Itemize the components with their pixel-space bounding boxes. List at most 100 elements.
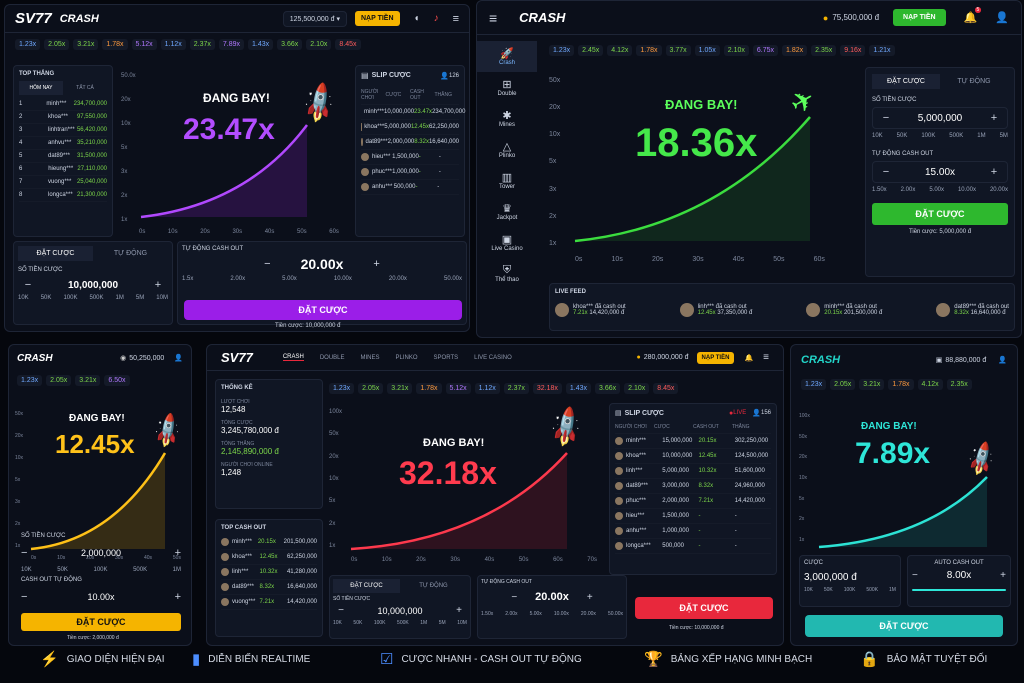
plus-button[interactable]: + (174, 547, 181, 559)
quick-amount-button[interactable]: 1M (115, 295, 124, 301)
quick-amount-button[interactable]: 100K (373, 620, 386, 626)
minus-button[interactable]: − (882, 166, 890, 178)
quick-amount-button[interactable]: 1.5x (182, 276, 194, 282)
quick-amount-button[interactable]: 1M (889, 587, 896, 593)
minus-button[interactable]: − (338, 605, 344, 616)
menu-icon[interactable]: ≡ (489, 9, 498, 26)
minus-button[interactable]: − (24, 279, 32, 291)
side-nav-item[interactable]: ♛ Jackpot (477, 196, 537, 227)
tab-all[interactable]: TẤT CẢ (76, 85, 94, 91)
quick-amount-button[interactable]: 50K (40, 295, 52, 301)
quick-amount-button[interactable]: 5M (438, 620, 446, 626)
quick-amount-button[interactable]: 50K (823, 587, 833, 593)
side-nav-item[interactable]: 🚀 Crash (477, 41, 537, 72)
deposit-button[interactable]: NẠP TIỀN (696, 351, 735, 364)
quick-amount-button[interactable]: 10M (457, 620, 467, 626)
amount-input[interactable]: 3,000,000 đ (804, 572, 857, 583)
side-nav-item[interactable]: △ Plinko (477, 134, 537, 165)
deposit-button[interactable]: NẠP TIỀN (354, 11, 400, 26)
quick-amount-button[interactable]: 10K (18, 295, 29, 301)
auto-cashout-input[interactable]: 20.00x (300, 256, 344, 272)
user-icon[interactable]: 👤 (174, 355, 183, 362)
quick-amount-button[interactable]: 100K (843, 587, 856, 593)
minus-button[interactable]: − (511, 591, 518, 603)
auto-cashout-slider[interactable] (912, 589, 1006, 591)
quick-amount-button[interactable]: 20.00x (989, 187, 1008, 193)
quick-amount-button[interactable]: 5.00x (529, 611, 542, 617)
quick-amount-button[interactable]: 1M (977, 133, 986, 139)
place-bet-button[interactable]: ĐẶT CƯỢC (635, 597, 773, 619)
quick-amount-button[interactable]: 500K (949, 133, 964, 139)
tab-bet[interactable]: ĐẶT CƯỢC (333, 579, 400, 593)
quick-amount-button[interactable]: 5.00x (929, 187, 944, 193)
quick-amount-button[interactable]: 10K (804, 587, 813, 593)
plus-button[interactable]: + (1000, 570, 1006, 581)
plus-button[interactable]: + (990, 112, 998, 124)
chevron-down-icon[interactable]: ▾ (336, 15, 340, 23)
place-bet-button[interactable]: ĐẶT CƯỢC (805, 615, 1003, 637)
amount-input[interactable]: 10,000,000 (377, 605, 423, 616)
quick-amount-button[interactable]: 10K (872, 133, 883, 139)
quick-amount-button[interactable]: 50.00x (607, 611, 623, 617)
amount-input[interactable]: 5,000,000 (917, 112, 963, 124)
amount-input[interactable]: 10,000,000 (67, 279, 119, 291)
top-nav-item[interactable]: DOUBLE (319, 354, 345, 361)
quick-amount-button[interactable]: 10K (333, 620, 342, 626)
minus-button[interactable]: − (912, 570, 918, 581)
plus-button[interactable]: + (154, 279, 162, 291)
place-bet-button[interactable]: ĐẶT CƯỢC (184, 300, 462, 320)
top-nav-item[interactable]: MINES (360, 354, 380, 361)
side-nav-item[interactable]: ⛨ Thể thao (477, 258, 537, 289)
auto-cashout-input[interactable]: 10.00x (87, 592, 115, 602)
quick-amount-button[interactable]: 2.00x (230, 276, 246, 282)
plus-button[interactable]: + (456, 605, 462, 616)
quick-amount-button[interactable]: 5.00x (282, 276, 297, 282)
tab-auto[interactable]: TỰ ĐỘNG (957, 78, 991, 85)
auto-cashout-input[interactable]: 20.00x (535, 591, 569, 603)
quick-amount-button[interactable]: 500K (866, 587, 879, 593)
quick-amount-button[interactable]: 20.00x (388, 276, 407, 282)
side-nav-item[interactable]: ▣ Live Casino (477, 227, 537, 258)
plus-button[interactable]: + (174, 591, 181, 603)
quick-amount-button[interactable]: 10.00x (553, 611, 569, 617)
quick-amount-button[interactable]: 50K (353, 620, 363, 626)
auto-cashout-input[interactable]: 8.00x (946, 570, 972, 581)
side-nav-item[interactable]: ✱ Mines (477, 103, 537, 134)
bell-icon[interactable]: ♪ (433, 13, 439, 24)
place-bet-button[interactable]: ĐẶT CƯỢC (872, 203, 1008, 225)
auto-cashout-input[interactable]: 15.00x (924, 166, 956, 178)
quick-amount-button[interactable]: 50K (57, 567, 68, 573)
user-icon[interactable]: 👤 (998, 357, 1007, 364)
minus-button[interactable]: − (21, 547, 28, 559)
minus-button[interactable]: − (882, 112, 890, 124)
tab-auto[interactable]: TỰ ĐỘNG (113, 250, 148, 257)
quick-amount-button[interactable]: 50K (896, 133, 908, 139)
place-bet-button[interactable]: ĐẶT CƯỢC (21, 613, 181, 631)
quick-amount-button[interactable]: 50.00x (443, 276, 462, 282)
quick-amount-button[interactable]: 1.50x (872, 187, 887, 193)
bell-icon[interactable]: 🔔 5 (963, 7, 982, 24)
top-nav-item[interactable]: SPORTS (433, 354, 459, 361)
speaker-icon[interactable]: ◖ (413, 13, 420, 24)
quick-amount-button[interactable]: 2.00x (505, 611, 518, 617)
top-nav-item[interactable]: LIVE CASINO (474, 354, 512, 361)
quick-amount-button[interactable]: 10.00x (333, 276, 352, 282)
side-nav-item[interactable]: ▥ Tower (477, 165, 537, 196)
quick-amount-button[interactable]: 10M (156, 295, 168, 301)
deposit-button[interactable]: NẠP TIỀN (893, 9, 946, 26)
quick-amount-button[interactable]: 1M (172, 567, 181, 573)
quick-amount-button[interactable]: 100K (63, 295, 78, 301)
plus-button[interactable]: + (586, 591, 593, 603)
quick-amount-button[interactable]: 100K (921, 133, 936, 139)
quick-amount-button[interactable]: 5M (135, 295, 145, 301)
quick-amount-button[interactable]: 20.00x (580, 611, 596, 617)
quick-amount-button[interactable]: 100K (93, 567, 108, 573)
minus-button[interactable]: − (21, 591, 28, 603)
quick-amount-button[interactable]: 2.00x (900, 187, 916, 193)
amount-input[interactable]: 2,000,000 (80, 548, 122, 558)
top-nav-item[interactable]: PLINKO (395, 354, 418, 361)
side-nav-item[interactable]: ⊞ Double (477, 72, 537, 103)
tab-today[interactable]: HÔM NAY (19, 81, 63, 95)
quick-amount-button[interactable]: 500K (133, 567, 148, 573)
menu-icon[interactable]: ≡ (763, 352, 769, 363)
